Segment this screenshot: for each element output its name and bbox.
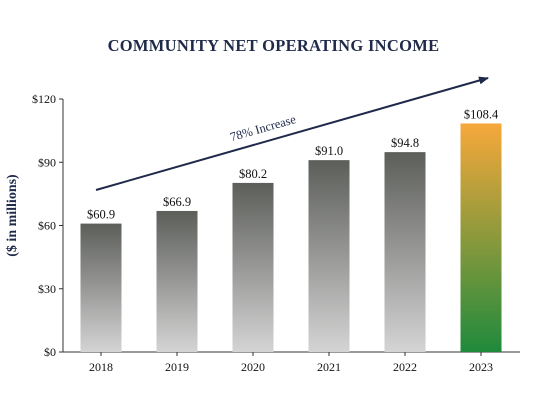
bar-2022 bbox=[384, 152, 426, 352]
x-tick-label-2021: 2021 bbox=[317, 360, 341, 374]
x-tick-label-2022: 2022 bbox=[393, 360, 417, 374]
bar-2020 bbox=[232, 182, 274, 352]
y-tick-label: $30 bbox=[38, 282, 56, 296]
bar-2018 bbox=[80, 223, 122, 352]
x-tick-label-2018: 2018 bbox=[89, 360, 113, 374]
bar-2019 bbox=[156, 210, 198, 352]
y-tick-label: $90 bbox=[38, 155, 56, 169]
y-tick-label: $60 bbox=[38, 219, 56, 233]
x-tick-label-2019: 2019 bbox=[165, 360, 189, 374]
data-label-2022: $94.8 bbox=[391, 136, 419, 150]
bar-2021 bbox=[308, 160, 350, 352]
y-tick-label: $0 bbox=[44, 345, 56, 359]
y-axis-title: ($ in millions) bbox=[5, 174, 20, 257]
trend-arrow bbox=[95, 76, 489, 191]
x-tick-label-2023: 2023 bbox=[469, 360, 493, 374]
x-tick-label-2020: 2020 bbox=[241, 360, 265, 374]
data-label-2023: $108.4 bbox=[464, 107, 499, 121]
data-label-2020: $80.2 bbox=[239, 167, 267, 181]
data-label-2021: $91.0 bbox=[315, 144, 343, 158]
increase-annotation: 78% Increase bbox=[228, 112, 297, 144]
chart-title: COMMUNITY NET OPERATING INCOME bbox=[107, 36, 440, 55]
data-label-2018: $60.9 bbox=[87, 208, 115, 222]
y-tick-label: $120 bbox=[32, 92, 56, 106]
data-label-2019: $66.9 bbox=[163, 195, 191, 209]
bar-2023 bbox=[460, 123, 502, 352]
